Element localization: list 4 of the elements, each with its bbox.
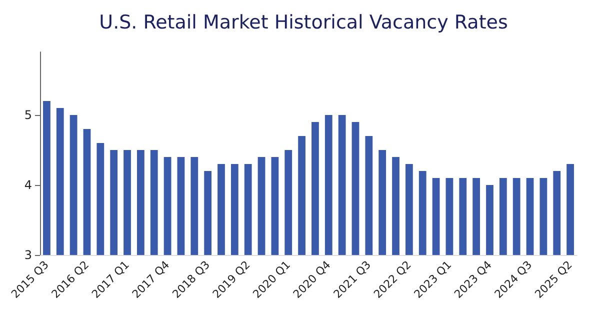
y-tick-label: 4 [24,178,32,192]
y-tick-label: 5 [24,108,32,122]
chart-title: U.S. Retail Market Historical Vacancy Rates [99,12,508,34]
y-tick-label: 3 [24,248,32,262]
